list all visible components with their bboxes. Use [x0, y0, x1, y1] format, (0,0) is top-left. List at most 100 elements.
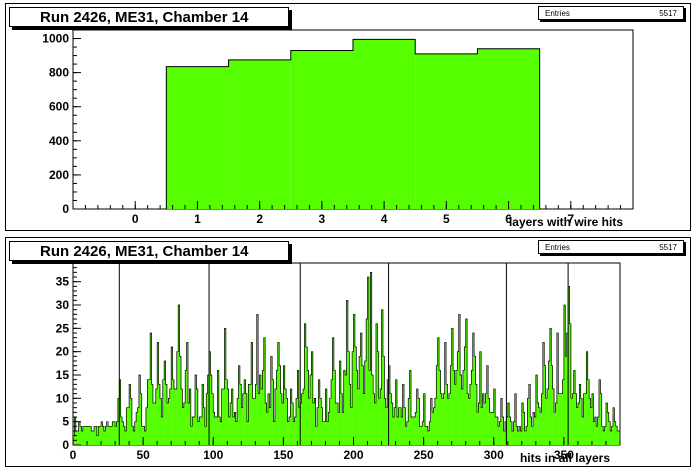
histogram-bar [321, 407, 323, 445]
y-tick-label: 5 [62, 415, 69, 429]
histogram-bar [95, 426, 98, 445]
histogram-bar [246, 421, 249, 445]
histogram-bar [89, 426, 92, 445]
histogram-bar [84, 426, 86, 445]
histogram-bar [119, 379, 121, 445]
histogram-bar [157, 342, 159, 445]
histogram-bar [286, 398, 288, 445]
histogram-bar [497, 426, 500, 445]
histogram-bar [304, 323, 307, 445]
histogram-bar [353, 39, 416, 209]
histogram-bar [586, 351, 588, 445]
histogram-bar [437, 337, 440, 445]
histogram-bar [469, 384, 472, 445]
y-tick-label: 10 [56, 391, 70, 405]
histogram-bar [565, 356, 567, 445]
histogram-bar [603, 431, 605, 445]
histogram-bar [352, 351, 354, 445]
histogram-bar [496, 417, 499, 445]
histogram-bar [399, 407, 402, 445]
y-tick-label: 200 [49, 168, 69, 182]
histogram-bar [507, 403, 510, 445]
histogram-bar [366, 319, 368, 445]
histogram-bar [549, 328, 552, 445]
histogram-bar [305, 347, 308, 445]
histogram-bar [343, 370, 346, 445]
histogram-bar [476, 412, 479, 445]
histogram-bar [242, 393, 245, 445]
histogram-bar [583, 393, 586, 445]
histogram-bar [80, 426, 82, 445]
histogram-bar [180, 389, 183, 445]
x-tick-label: 2 [256, 212, 263, 226]
histogram-bar [148, 379, 151, 445]
histogram-bar [263, 337, 266, 445]
histogram-bar [224, 328, 227, 445]
histogram-bar [262, 370, 264, 445]
histogram-bar [133, 431, 135, 445]
histogram-bar [338, 412, 340, 445]
histogram-bar [293, 421, 295, 445]
histogram-bar [382, 356, 385, 445]
histogram-bar [364, 361, 367, 445]
histogram-bar [158, 384, 161, 445]
histogram-bar [368, 370, 371, 445]
histogram-bar [340, 393, 343, 445]
histogram-bar [457, 351, 459, 445]
histogram-bar [108, 426, 110, 445]
histogram-bar [561, 393, 563, 445]
x-tick-label: 250 [414, 448, 434, 462]
histogram-bar [447, 398, 450, 445]
histogram-bar [85, 426, 88, 445]
histogram-bar [92, 431, 95, 445]
histogram-bar [471, 370, 473, 445]
histogram-bar [136, 412, 138, 445]
histogram-bar [99, 426, 102, 445]
histogram-bar [481, 407, 483, 445]
histogram-bar [506, 417, 508, 445]
histogram-bar [113, 421, 116, 445]
y-tick-label: 400 [49, 134, 69, 148]
histogram-bar [172, 379, 175, 445]
x-tick-label: 300 [484, 448, 504, 462]
histogram-bar [294, 417, 297, 445]
stats-entries-label: Entries [545, 9, 570, 18]
histogram-bar [185, 370, 187, 445]
histogram-bar [454, 384, 457, 445]
histogram-bar [394, 407, 396, 445]
histogram-bar [147, 379, 149, 445]
histogram-bar [203, 407, 206, 445]
histogram-bar [605, 403, 608, 445]
histogram-bar [101, 421, 103, 445]
histogram-bar [377, 351, 379, 445]
histogram-bar [600, 393, 602, 445]
histogram-bar [509, 417, 511, 445]
histogram-bar [512, 431, 514, 445]
histogram-bar [516, 426, 518, 445]
histogram-bar [528, 384, 531, 445]
x-tick-label: 7 [567, 212, 574, 226]
histogram-bar [189, 389, 192, 445]
histogram-bar [558, 393, 560, 445]
histogram-bar [98, 426, 100, 445]
histogram-bar [346, 300, 349, 445]
histogram-bars [73, 272, 621, 445]
histogram-bar [197, 421, 200, 445]
histogram-bar [451, 328, 454, 445]
histogram-bar [91, 431, 93, 445]
histogram-bar [112, 421, 114, 445]
histogram-bar [520, 431, 523, 445]
histogram-bar [206, 393, 208, 445]
histogram-bar [317, 407, 319, 445]
histogram-bar [370, 272, 372, 445]
x-tick-label: 350 [554, 448, 574, 462]
histogram-bar [230, 403, 232, 445]
histogram-bar [308, 398, 311, 445]
histogram-bar [582, 417, 584, 445]
histogram-bar [552, 389, 555, 445]
histogram-bar [273, 421, 276, 445]
histogram-bar [200, 417, 203, 445]
histogram-bar [423, 393, 426, 445]
histogram-bar [427, 431, 430, 445]
stats-box: Entries 5517 [538, 6, 684, 20]
